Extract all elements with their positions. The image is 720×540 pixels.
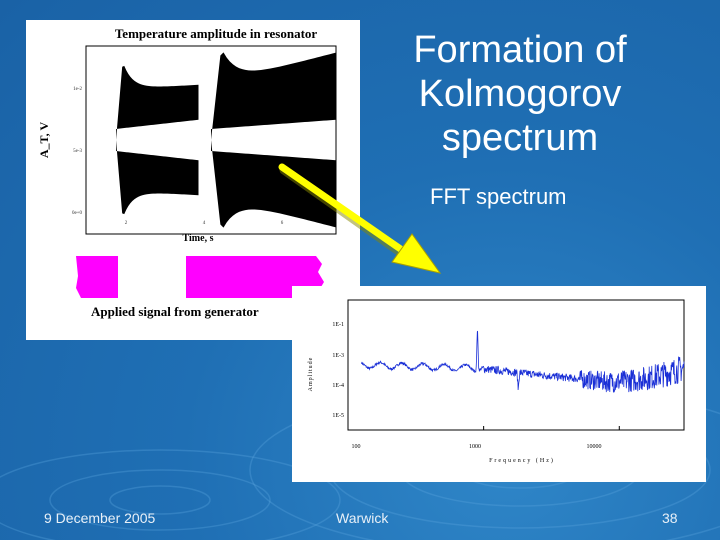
fft-chart: Amplitude 1E-1 1E-3 1E-4 1E-5 100 1000 1… [308,299,685,464]
signal-burst-lower [116,140,199,215]
x-tick-label: 4 [203,221,206,226]
temperature-chart-title: Temperature amplitude in resonator [115,26,318,41]
y-tick-label: 1E-1 [332,322,344,328]
footer-page-number: 38 [662,510,678,526]
signal-burst-lower [211,140,336,228]
y-axis-label: Amplitude [308,357,314,392]
y-tick-label: 5e-3 [73,149,82,154]
x-tick-label: 10000 [587,444,602,450]
footer-place: Warwick [336,510,389,526]
title-line: spectrum [441,117,599,159]
x-tick-label: 2 [125,221,128,226]
y-tick-label: 1E-4 [332,383,344,389]
y-tick-label: 1e-2 [73,87,82,92]
x-tick-label: 1000 [469,444,481,450]
generator-signal-bar [76,256,118,298]
plot-frame [85,45,337,235]
slide-title: Formation of Kolmogorov spectrum [380,28,660,160]
footer-date: 9 December 2005 [44,510,156,526]
title-line: Formation of [413,29,627,71]
title-line: Kolmogorov [418,73,622,115]
signal-burst-upper [116,65,199,140]
signal-label: Applied signal from generator [91,304,259,319]
y-axis-label: A_T, V [37,122,51,159]
y-tick-label: 1E-5 [332,413,344,419]
x-tick-label: 100 [352,444,361,450]
signal-burst-upper [211,52,336,140]
y-tick-label: 0e+0 [72,211,83,216]
x-axis-label: Time, s [183,233,214,244]
x-tick-label: 6 [281,221,284,226]
y-tick-label: 1E-3 [332,353,344,359]
fft-caption: FFT spectrum [430,184,567,209]
fft-figure: Amplitude 1E-1 1E-3 1E-4 1E-5 100 1000 1… [292,286,706,482]
fft-spectrum-line [361,330,685,393]
x-axis-label: Frequency (Hz) [489,457,555,464]
temperature-chart: Temperature amplitude in resonator A_T, … [37,26,337,319]
generator-signal-bar [186,256,324,298]
